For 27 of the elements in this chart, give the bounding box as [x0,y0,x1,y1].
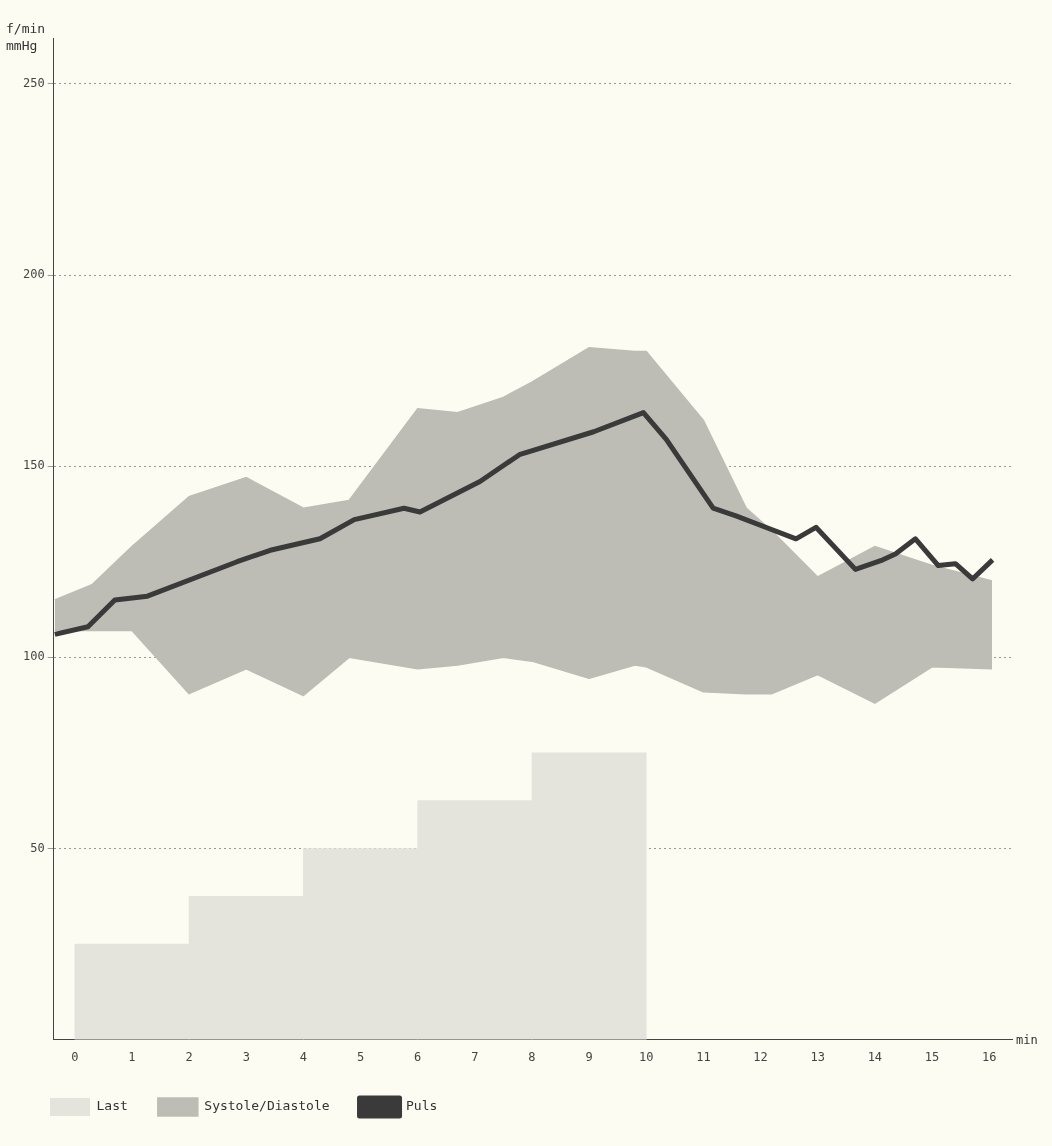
y-tick-label: 150 [22,458,45,473]
y-tick-label: 250 [22,76,45,90]
x-tick-label: 3 [242,1049,250,1064]
y-tick-label: 50 [30,840,45,855]
x-tick-label: 11 [696,1049,711,1064]
x-tick-label: 14 [867,1049,883,1064]
x-tick-label: 10 [639,1049,654,1064]
legend-label: Puls [406,1098,438,1114]
legend-label: Systole/Diastole [204,1098,330,1114]
x-tick-label: 1 [128,1049,136,1064]
x-tick-label: 16 [981,1049,997,1064]
x-tick-label: 6 [414,1049,422,1064]
y-axis-title: f/min mmHg [6,20,47,54]
x-tick-label: 15 [924,1049,940,1064]
x-tick-label: 0 [71,1049,79,1064]
legend-label: Last [96,1098,128,1114]
x-tick-label: 9 [585,1049,593,1064]
x-tick-label: 4 [299,1049,308,1064]
x-tick-label: 8 [528,1049,536,1064]
x-tick-label: 12 [753,1049,768,1064]
x-tick-label: 2 [185,1049,193,1064]
y-tick-label: 200 [22,267,45,282]
x-axis-title: min [1016,1033,1038,1047]
y-tick-label: 100 [22,649,45,664]
x-tick-label: 13 [810,1049,825,1064]
x-tick-label: 5 [356,1049,365,1064]
x-tick-label: 7 [471,1049,479,1064]
